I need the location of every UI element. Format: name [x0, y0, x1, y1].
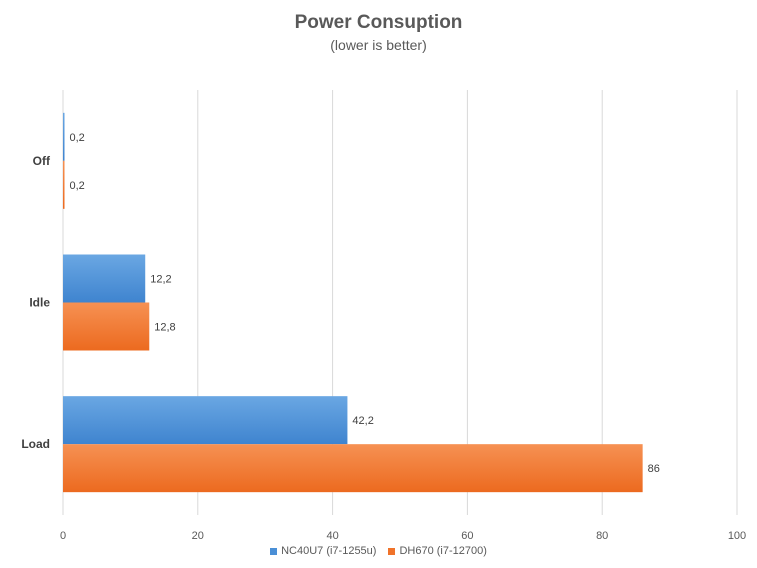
legend-label: DH670 (i7-12700)	[399, 545, 487, 557]
data-label: 42,2	[352, 415, 373, 427]
legend-item: DH670 (i7-12700)	[388, 545, 487, 557]
category-label: Load	[21, 437, 50, 451]
legend-label: NC40U7 (i7-1255u)	[281, 545, 377, 557]
x-tick-label: 100	[728, 530, 746, 542]
data-label: 0,2	[70, 132, 85, 144]
bar	[63, 444, 643, 493]
x-tick-label: 40	[326, 530, 338, 542]
bar	[63, 302, 150, 351]
data-label: 12,2	[150, 274, 171, 286]
bar	[63, 396, 348, 445]
x-tick-label: 80	[596, 530, 608, 542]
legend-item: NC40U7 (i7-1255u)	[270, 545, 376, 557]
bar	[63, 112, 65, 161]
bar	[63, 254, 146, 303]
legend-swatch	[270, 547, 278, 555]
bar	[63, 160, 65, 209]
x-tick-label: 0	[60, 530, 66, 542]
chart-subtitle: (lower is better)	[330, 37, 427, 53]
data-label: 0,2	[70, 180, 85, 192]
category-label: Off	[33, 154, 51, 168]
legend-swatch	[388, 547, 396, 555]
category-label: Idle	[29, 296, 50, 310]
data-label: 12,8	[154, 322, 175, 334]
legend: NC40U7 (i7-1255u) DH670 (i7-12700)	[0, 545, 757, 557]
data-label: 86	[648, 463, 660, 475]
chart-title: Power Consuption	[294, 12, 463, 33]
x-tick-label: 60	[461, 530, 473, 542]
x-tick-label: 20	[192, 530, 204, 542]
